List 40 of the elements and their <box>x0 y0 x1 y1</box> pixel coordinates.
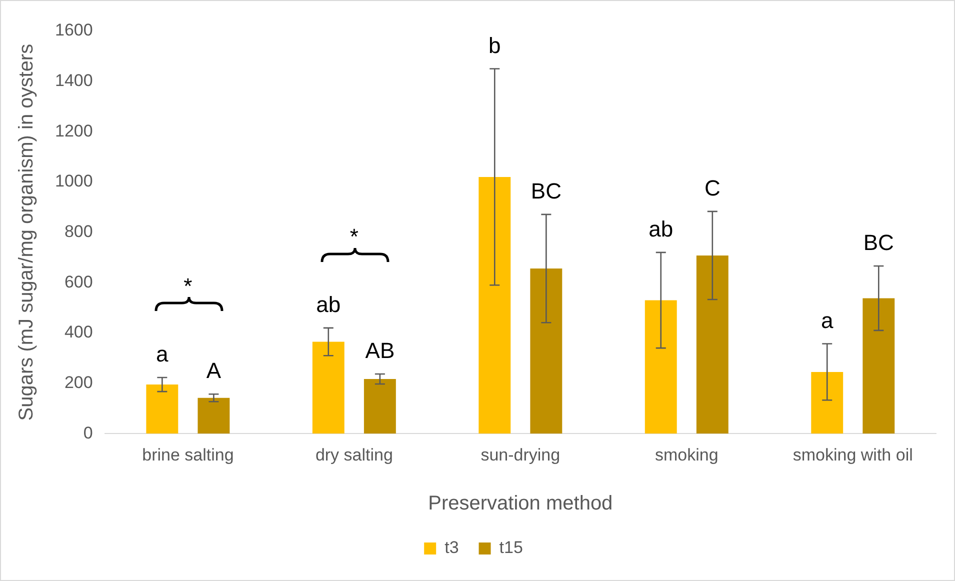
x-tick-label: dry salting <box>315 445 393 464</box>
x-tick-label: sun-drying <box>480 445 560 464</box>
bar <box>696 255 728 434</box>
annotation: C <box>704 175 720 200</box>
annotation: a <box>156 342 170 367</box>
y-tick-label: 800 <box>64 222 93 241</box>
annotation: BC <box>863 230 894 256</box>
annotation: ab <box>316 292 341 317</box>
y-tick-label: 600 <box>64 272 93 292</box>
annotation: AB <box>365 338 395 364</box>
y-tick-label: 1600 <box>54 20 93 40</box>
bar <box>530 268 562 434</box>
legend-label: t3 <box>444 538 459 558</box>
x-axis-title: Preservation method <box>428 492 613 515</box>
legend-label: t15 <box>499 538 523 558</box>
y-tick-label: 1000 <box>54 172 93 191</box>
annotation: BC <box>530 178 562 204</box>
annotation: ab <box>648 216 674 242</box>
x-tick-label: brine salting <box>142 445 234 464</box>
bar <box>478 176 511 434</box>
bar <box>811 372 844 434</box>
x-tick-label: smoking with oil <box>792 445 913 464</box>
annotation: * <box>184 274 193 299</box>
bar <box>644 300 677 434</box>
bar <box>198 398 230 434</box>
annotation: A <box>206 358 222 384</box>
y-tick-label: 400 <box>64 322 93 342</box>
y-tick-label: 200 <box>64 372 93 392</box>
bar <box>312 342 344 434</box>
y-tick-label: 1200 <box>54 121 93 140</box>
y-tick-label: 1400 <box>54 71 93 90</box>
x-tick-label: smoking <box>654 445 718 464</box>
y-axis-title: Sugars (mJ sugar/mg organism) in oysters <box>16 44 38 421</box>
bar <box>862 298 895 434</box>
bar <box>146 384 178 434</box>
annotation: a <box>820 308 834 333</box>
annotation: b <box>488 32 501 58</box>
y-tick-label: 0 <box>83 423 93 442</box>
bar <box>364 379 396 434</box>
annotation: * <box>350 224 359 249</box>
